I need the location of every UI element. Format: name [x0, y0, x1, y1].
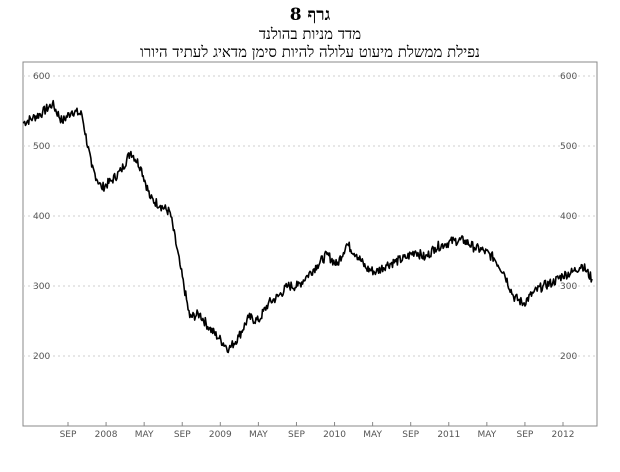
x-tick-label: 2012	[552, 430, 575, 440]
y-tick-label-right: 200	[560, 352, 577, 362]
chart-subtitle-2: נפילת ממשלת מיעוט עלולה להיות סימן מדאיג…	[140, 43, 480, 61]
y-tick-label-right: 400	[560, 212, 577, 222]
chart-title: גרף 8	[289, 5, 331, 25]
plot-frame	[22, 61, 598, 427]
series-line	[22, 99, 593, 354]
x-tick-label: MAY	[363, 430, 382, 440]
x-tick-label: SEP	[288, 430, 305, 440]
x-tick-label: MAY	[135, 430, 154, 440]
y-tick-label-left: 200	[33, 352, 50, 362]
x-tick-label: 2011	[437, 430, 460, 440]
x-tick-label: 2009	[209, 430, 232, 440]
y-tick-label-left: 400	[33, 212, 50, 222]
x-tick-label: 2010	[323, 430, 346, 440]
x-tick-label: SEP	[60, 430, 77, 440]
y-tick-label-right: 500	[560, 142, 577, 152]
x-tick-label: MAY	[477, 430, 496, 440]
x-tick-label: SEP	[402, 430, 419, 440]
chart-subtitle: מדד מניות בהולנד	[258, 25, 362, 43]
y-tick-label-left: 500	[33, 142, 50, 152]
y-tick-label-right: 300	[560, 282, 577, 292]
y-tick-label-right: 600	[560, 72, 577, 82]
x-tick-label: MAY	[249, 430, 268, 440]
y-tick-label-left: 300	[33, 282, 50, 292]
x-tick-label: 2008	[95, 430, 118, 440]
x-tick-label: SEP	[174, 430, 191, 440]
y-tick-label-left: 600	[33, 72, 50, 82]
x-tick-label: SEP	[517, 430, 534, 440]
